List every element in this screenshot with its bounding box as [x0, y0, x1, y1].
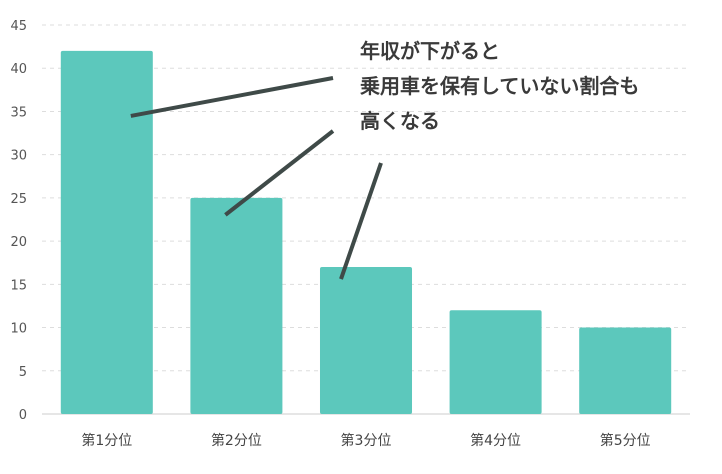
x-tick-label: 第2分位 — [211, 432, 262, 449]
y-tick-label: 0 — [19, 408, 27, 423]
y-tick-label: 15 — [10, 278, 27, 293]
x-tick-label: 第4分位 — [470, 432, 521, 449]
y-tick-label: 20 — [10, 235, 27, 250]
y-tick-label: 35 — [10, 105, 27, 120]
x-tick-label: 第3分位 — [341, 432, 392, 449]
bar — [319, 267, 413, 414]
annotation-pointer — [224, 129, 335, 217]
annotation-pointer — [339, 162, 383, 280]
bar — [60, 50, 153, 414]
x-axis-labels: 第1分位 第2分位 第3分位 第4分位 第5分位 — [81, 432, 650, 449]
y-tick-label: 5 — [19, 365, 27, 380]
bar — [190, 197, 283, 414]
y-tick-label: 40 — [10, 62, 27, 77]
annotation-line-1: 年収が下がると — [360, 39, 500, 63]
y-axis-ticks: 0 5 10 15 20 25 30 35 40 45 — [10, 19, 27, 423]
y-tick-label: 25 — [10, 192, 27, 207]
y-tick-label: 10 — [10, 322, 27, 337]
annotation-line-2: 乗用車を保有していない割合も — [360, 74, 639, 98]
y-tick-label: 45 — [10, 19, 27, 34]
annotation-line-3: 高くなる — [360, 109, 440, 133]
annotation-pointers — [130, 76, 383, 280]
y-tick-label: 30 — [10, 149, 27, 164]
x-tick-label: 第1分位 — [81, 432, 132, 449]
bar — [449, 310, 542, 414]
bar — [579, 327, 672, 414]
bars — [60, 50, 672, 414]
annotation-text: 年収が下がると 乗用車を保有していない割合も 高くなる — [360, 39, 639, 133]
x-tick-label: 第5分位 — [600, 432, 651, 449]
annotation-pointer — [130, 76, 334, 118]
